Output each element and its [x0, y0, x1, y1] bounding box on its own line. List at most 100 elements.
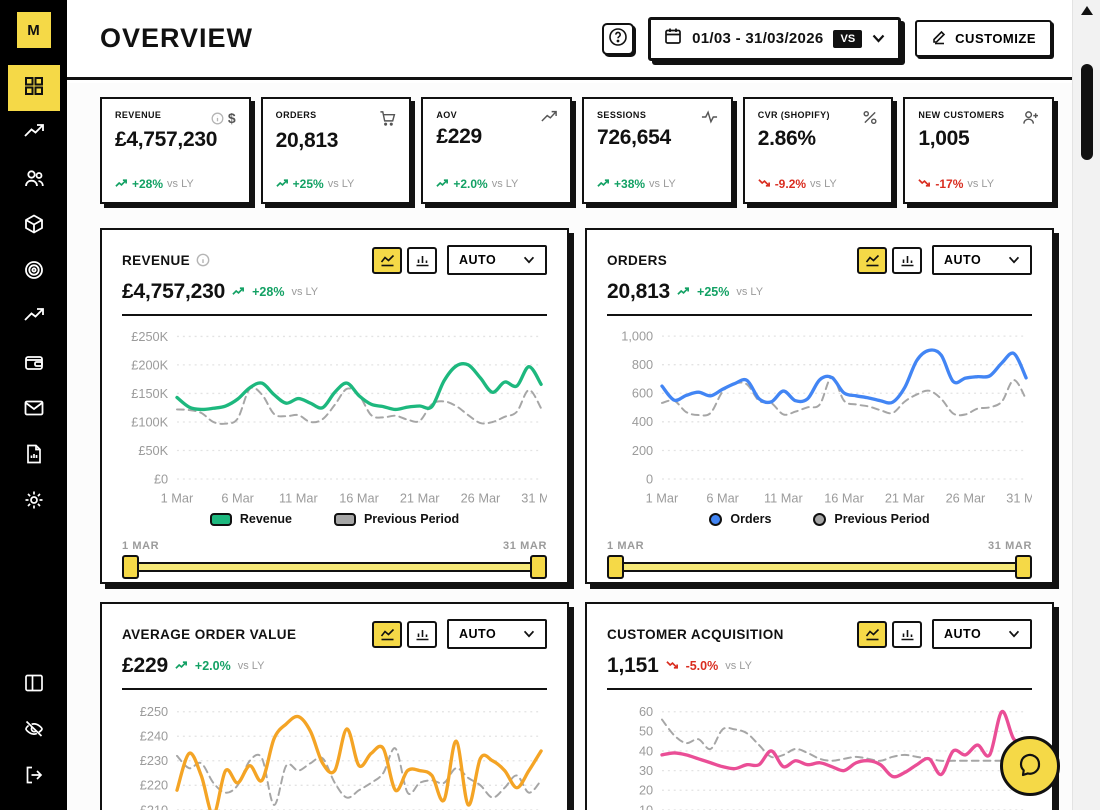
slider-track[interactable]	[124, 562, 545, 573]
panel-value: £4,757,230	[122, 280, 226, 303]
trend-up-icon	[276, 177, 289, 191]
svg-text:11 Mar: 11 Mar	[279, 491, 318, 506]
scroll-up-arrow-icon[interactable]	[1081, 6, 1093, 15]
svg-text:£50K: £50K	[138, 443, 168, 458]
kpi-card-aov[interactable]: AOV £229 +2.0% vs LY	[421, 97, 573, 204]
panel-value: 1,151	[607, 654, 659, 677]
granularity-select[interactable]: AUTO	[447, 619, 547, 649]
legend-label: Previous Period	[834, 512, 930, 527]
svg-text:£100K: £100K	[131, 414, 168, 429]
kpi-card-sessions[interactable]: SESSIONS 726,654 +38% vs LY	[582, 97, 733, 204]
legend-item-previous-period[interactable]: Previous Period	[813, 512, 930, 527]
help-button[interactable]	[602, 22, 635, 55]
kpi-value: 20,813	[275, 129, 339, 152]
granularity-select[interactable]: AUTO	[447, 245, 547, 275]
date-range-picker[interactable]: 01/03 - 31/03/2026 VS	[648, 16, 902, 61]
legend-swatch	[709, 512, 723, 526]
bar-chart-toggle[interactable]	[892, 620, 922, 648]
kpi-row: REVENUE $ £4,757,230 +28% vs LY ORDERS 20…	[100, 97, 1055, 204]
legend-label: Previous Period	[363, 512, 460, 527]
sidebar-item-targets[interactable]	[8, 249, 60, 295]
slider-start-label: 1 MAR	[607, 540, 645, 553]
kpi-card-orders[interactable]: ORDERS 20,813 +25% vs LY	[260, 97, 412, 204]
slider-handle-left[interactable]	[122, 555, 139, 580]
sidebar-item-customers[interactable]	[8, 157, 60, 203]
collapse-sidebar-button[interactable]	[8, 662, 60, 708]
chart-row-1: REVENUE AUTO £4,757,230 +28% vs LY £2	[100, 228, 1054, 584]
kpi-card-cvr[interactable]: CVR (SHOPIFY) 2.86% -9.2% vs LY	[742, 97, 894, 204]
svg-text:21 Mar: 21 Mar	[400, 491, 440, 506]
date-range-slider[interactable]	[607, 554, 1032, 580]
kpi-vs-label: vs LY	[810, 178, 837, 190]
svg-text:£250: £250	[140, 704, 168, 719]
slider-handle-right[interactable]	[530, 555, 547, 580]
logo[interactable]: M	[16, 12, 51, 48]
vs-badge[interactable]: VS	[833, 29, 863, 48]
panel-title: AVERAGE ORDER VALUE	[122, 626, 297, 642]
sidebar-item-growth[interactable]	[8, 295, 60, 341]
sidebar-item-finance[interactable]	[8, 341, 60, 387]
granularity-select[interactable]: AUTO	[932, 245, 1032, 275]
hide-values-button[interactable]	[8, 708, 60, 754]
line-chart-toggle[interactable]	[857, 246, 887, 274]
slider-handle-left[interactable]	[607, 555, 624, 580]
sidebar-item-settings[interactable]	[8, 479, 60, 525]
svg-text:26 Mar: 26 Mar	[461, 491, 501, 506]
page-title: OVERVIEW	[100, 23, 254, 53]
gear-icon	[23, 489, 45, 516]
slider-end-label: 31 MAR	[988, 540, 1032, 553]
svg-text:£200K: £200K	[131, 357, 168, 372]
trend-up-icon	[597, 177, 610, 191]
customize-button[interactable]: CUSTOMIZE	[915, 20, 1052, 57]
cart-icon	[379, 110, 396, 127]
logout-button[interactable]	[8, 754, 60, 800]
average-order-value-panel: AVERAGE ORDER VALUE AUTO £229 +2.0% vs L…	[100, 602, 569, 810]
orders-chart: 1,000 800 600 400 200 0 1 Mar 6 Mar 11 Mar 16 Mar…	[621, 329, 1032, 506]
panel-value: £229	[122, 654, 168, 677]
panel-title: REVENUE	[122, 252, 191, 268]
calendar-icon	[664, 27, 682, 50]
info-icon	[196, 253, 210, 267]
kpi-card-revenue[interactable]: REVENUE $ £4,757,230 +28% vs LY	[100, 97, 251, 204]
legend-item-orders[interactable]: Orders	[709, 512, 771, 526]
svg-text:£250K: £250K	[131, 329, 168, 344]
sidebar-item-reports[interactable]	[8, 433, 60, 479]
sidebar-item-analytics[interactable]	[8, 111, 60, 157]
average-order-value-chart: £250 £240 £230 £220 £210	[140, 704, 543, 810]
panel-delta: -5.0%	[685, 659, 719, 673]
user-plus-icon	[1022, 110, 1039, 125]
date-range-slider[interactable]	[122, 554, 547, 580]
panel-title: CUSTOMER ACQUISITION	[607, 626, 784, 642]
chevron-down-icon	[872, 30, 885, 48]
chat-button[interactable]	[1000, 736, 1060, 796]
bar-chart-toggle[interactable]	[407, 246, 437, 274]
trend-up-icon	[436, 177, 449, 191]
trend-up-icon	[232, 283, 245, 301]
legend-swatch	[333, 512, 356, 526]
slider-handle-right[interactable]	[1015, 555, 1032, 580]
sidebar-item-products[interactable]	[8, 203, 60, 249]
slider-track[interactable]	[609, 562, 1030, 573]
legend-swatch	[813, 512, 827, 526]
sidebar-item-email[interactable]	[8, 387, 60, 433]
legend-item-previous-period[interactable]: Previous Period	[333, 512, 460, 527]
line-chart-toggle[interactable]	[372, 246, 402, 274]
trend-up-icon	[677, 283, 690, 301]
legend-item-revenue[interactable]: Revenue	[209, 512, 292, 526]
bar-chart-toggle[interactable]	[407, 620, 437, 648]
panel-vs-label: vs LY	[736, 286, 764, 298]
line-chart-toggle[interactable]	[372, 620, 402, 648]
svg-text:30: 30	[639, 763, 653, 778]
sidebar-item-dashboard[interactable]	[7, 65, 60, 111]
svg-text:£210: £210	[140, 802, 168, 810]
granularity-select[interactable]: AUTO	[932, 619, 1032, 649]
scrollbar[interactable]	[1072, 0, 1100, 810]
kpi-delta-value: +38%	[614, 177, 646, 191]
kpi-card-new-customers[interactable]: NEW CUSTOMERS 1,005 -17% vs LY	[903, 97, 1055, 204]
line-chart-toggle[interactable]	[857, 620, 887, 648]
scrollbar-thumb[interactable]	[1081, 64, 1093, 160]
kpi-value: 1,005	[918, 127, 970, 150]
bar-chart-toggle[interactable]	[892, 246, 922, 274]
target-icon	[23, 259, 45, 286]
chart-row-2: AVERAGE ORDER VALUE AUTO £229 +2.0% vs L…	[100, 602, 1054, 810]
